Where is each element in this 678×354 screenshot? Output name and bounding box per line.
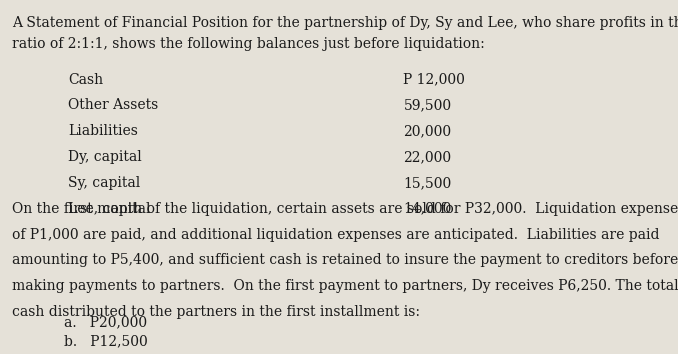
Text: cash distributed to the partners in the first installment is:: cash distributed to the partners in the … [12,305,420,319]
Text: A Statement of Financial Position for the partnership of Dy, Sy and Lee, who sha: A Statement of Financial Position for th… [12,16,678,30]
Text: b.   P12,500: b. P12,500 [64,335,148,349]
Text: Liabilities: Liabilities [68,124,138,138]
Text: ratio of 2:1:1, shows the following balances just before liquidation:: ratio of 2:1:1, shows the following bala… [12,37,485,51]
Text: of P1,000 are paid, and additional liquidation expenses are anticipated.  Liabil: of P1,000 are paid, and additional liqui… [12,228,660,242]
Text: Sy, capital: Sy, capital [68,176,140,190]
Text: 22,000: 22,000 [403,150,452,164]
Text: 15,500: 15,500 [403,176,452,190]
Text: making payments to partners.  On the first payment to partners, Dy receives P6,2: making payments to partners. On the firs… [12,279,678,293]
Text: Lee, capital: Lee, capital [68,202,151,216]
Text: Cash: Cash [68,73,103,87]
Text: Other Assets: Other Assets [68,98,158,113]
Text: a.   P20,000: a. P20,000 [64,315,148,329]
Text: 59,500: 59,500 [403,98,452,113]
Text: amounting to P5,400, and sufficient cash is retained to insure the payment to cr: amounting to P5,400, and sufficient cash… [12,253,678,268]
Text: 14,000: 14,000 [403,202,452,216]
Text: Dy, capital: Dy, capital [68,150,142,164]
Text: On the first month of the liquidation, certain assets are sold for P32,000.  Liq: On the first month of the liquidation, c… [12,202,678,216]
Text: 20,000: 20,000 [403,124,452,138]
Text: P 12,000: P 12,000 [403,73,465,87]
